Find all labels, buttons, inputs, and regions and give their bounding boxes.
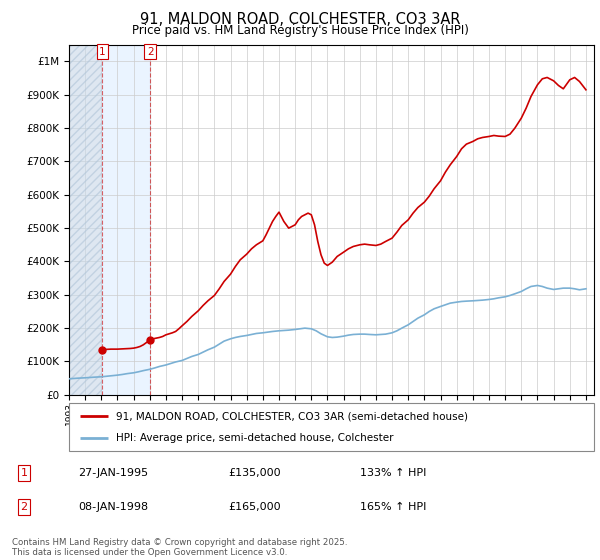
- Bar: [69, 45, 103, 395]
- FancyBboxPatch shape: [69, 403, 594, 451]
- Text: 08-JAN-1998: 08-JAN-1998: [78, 502, 148, 512]
- Text: £165,000: £165,000: [228, 502, 281, 512]
- Bar: [69, 45, 103, 395]
- Text: 91, MALDON ROAD, COLCHESTER, CO3 3AR: 91, MALDON ROAD, COLCHESTER, CO3 3AR: [140, 12, 460, 27]
- Text: 165% ↑ HPI: 165% ↑ HPI: [360, 502, 427, 512]
- Bar: [103, 45, 150, 395]
- Text: 91, MALDON ROAD, COLCHESTER, CO3 3AR (semi-detached house): 91, MALDON ROAD, COLCHESTER, CO3 3AR (se…: [116, 411, 468, 421]
- Text: HPI: Average price, semi-detached house, Colchester: HPI: Average price, semi-detached house,…: [116, 433, 394, 443]
- Text: Price paid vs. HM Land Registry's House Price Index (HPI): Price paid vs. HM Land Registry's House …: [131, 24, 469, 37]
- Text: £135,000: £135,000: [228, 468, 281, 478]
- Text: 2: 2: [20, 502, 28, 512]
- Text: 1: 1: [99, 46, 106, 57]
- Text: 133% ↑ HPI: 133% ↑ HPI: [360, 468, 427, 478]
- Text: 2: 2: [147, 46, 154, 57]
- Text: 1: 1: [20, 468, 28, 478]
- Text: Contains HM Land Registry data © Crown copyright and database right 2025.
This d: Contains HM Land Registry data © Crown c…: [12, 538, 347, 557]
- Text: 27-JAN-1995: 27-JAN-1995: [78, 468, 148, 478]
